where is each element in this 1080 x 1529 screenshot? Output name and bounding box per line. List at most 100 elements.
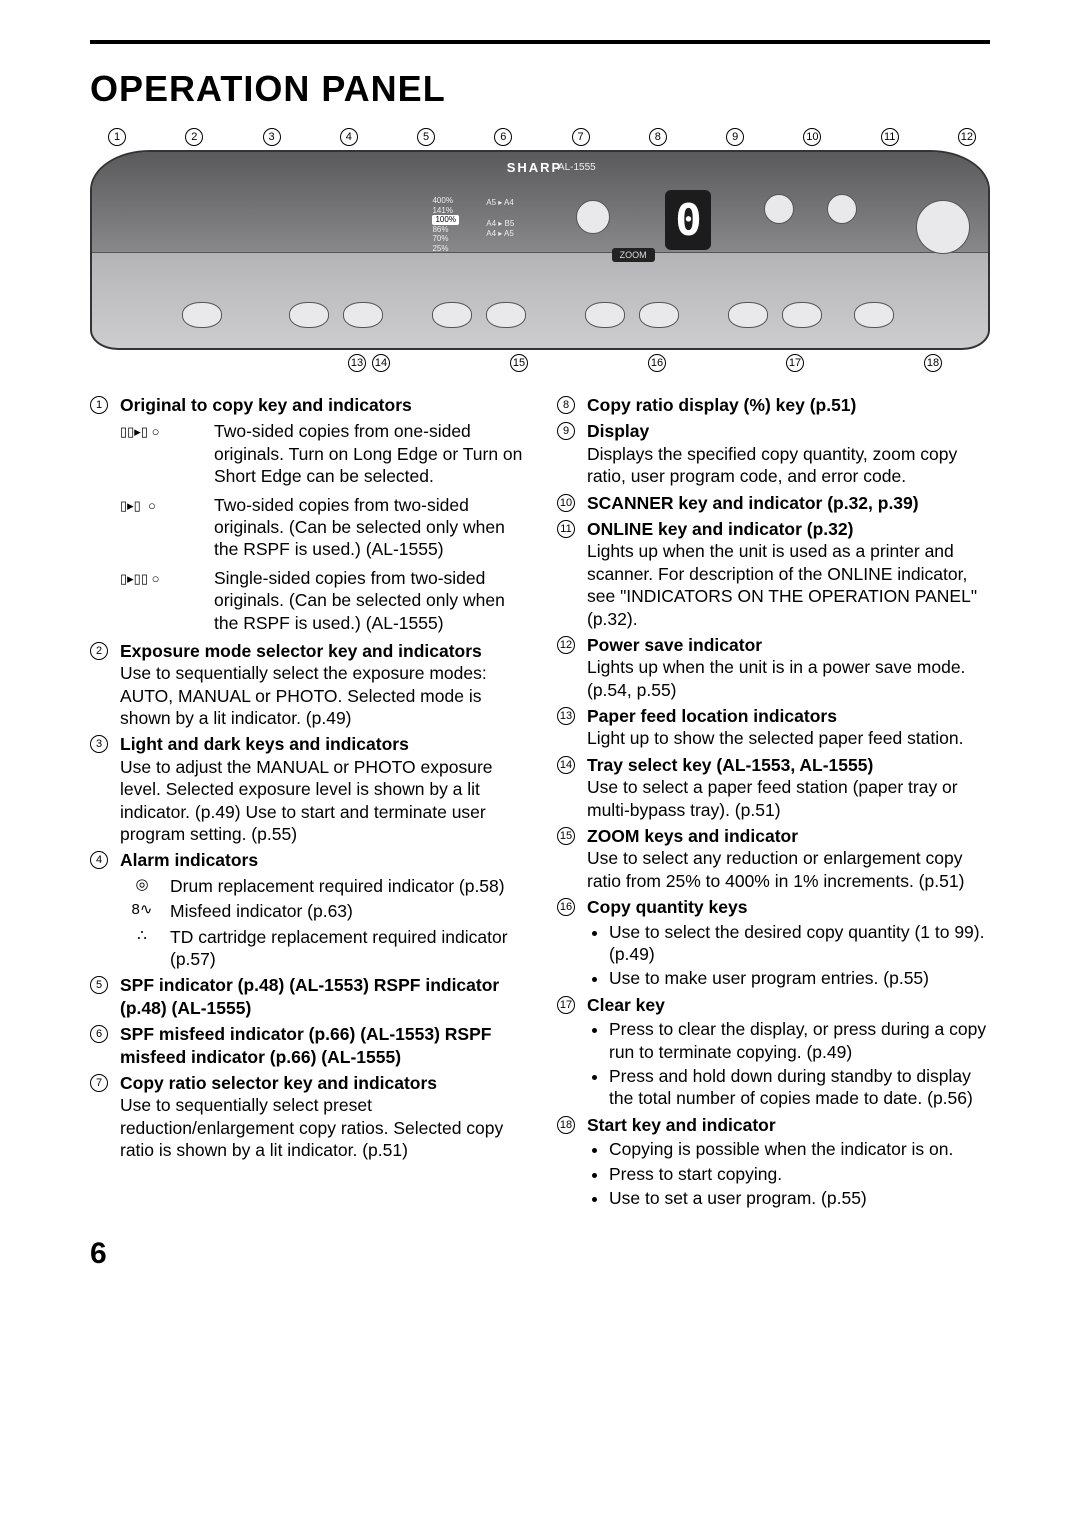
start-key[interactable] <box>916 200 970 254</box>
item-1-sub2: ▯▸▯ ○ Two-sided copies from two-sided or… <box>120 494 523 561</box>
callout-15: 15 <box>510 354 528 372</box>
item-12-body: Lights up when the unit is in a power sa… <box>587 656 990 701</box>
item-1-title: Original to copy key and indicators <box>120 395 412 415</box>
item-5-title: SPF indicator (p.48) (AL-1553) RSPF indi… <box>120 975 499 1017</box>
callout-3: 3 <box>263 128 281 146</box>
item-7-num: 7 <box>90 1074 108 1092</box>
scanner-key[interactable] <box>764 194 794 224</box>
item-17-num: 17 <box>557 996 575 1014</box>
item-1-num: 1 <box>90 396 108 414</box>
item-10-title: SCANNER key and indicator (p.32, p.39) <box>587 493 919 513</box>
ratio-selector-key[interactable] <box>432 302 472 328</box>
brand-logo: SHARP <box>507 160 563 175</box>
item-10-num: 10 <box>557 494 575 512</box>
item-16: 16 Copy quantity keys Use to select the … <box>557 896 990 990</box>
item-16-b2: Use to make user program entries. (p.55) <box>609 967 990 989</box>
item-12-title: Power save indicator <box>587 635 762 655</box>
ratio-141: 141% <box>432 206 458 216</box>
qty-down-key[interactable] <box>728 302 768 328</box>
callout-8: 8 <box>649 128 667 146</box>
item-17-b2: Press and hold down during standby to di… <box>609 1065 990 1110</box>
top-rule <box>90 40 990 44</box>
right-column: 8 Copy ratio display (%) key (p.51) 9 Di… <box>557 394 990 1213</box>
item-4-m1: ◎ Drum replacement required indicator (p… <box>126 875 523 897</box>
callout-14: 14 <box>372 354 390 372</box>
callout-7: 7 <box>572 128 590 146</box>
exposure-key[interactable] <box>182 302 222 328</box>
item-8-title: Copy ratio display (%) key (p.51) <box>587 395 856 415</box>
item-13-title: Paper feed location indicators <box>587 706 837 726</box>
item-9: 9 Display Displays the specified copy qu… <box>557 420 990 487</box>
display-readout: 0 <box>665 190 711 250</box>
item-4-title: Alarm indicators <box>120 850 258 870</box>
item-15: 15 ZOOM keys and indicator Use to select… <box>557 825 990 892</box>
toner-icon: ∴ <box>126 926 158 971</box>
misfeed-icon: 8∿ <box>126 900 158 922</box>
item-17-b1: Press to clear the display, or press dur… <box>609 1018 990 1063</box>
item-8-num: 8 <box>557 396 575 414</box>
ratio-100: 100% <box>432 215 458 225</box>
item-4-m2: 8∿ Misfeed indicator (p.63) <box>126 900 523 922</box>
callout-18: 18 <box>924 354 942 372</box>
item-18-title: Start key and indicator <box>587 1115 776 1135</box>
ratio-indicator-list: 400% 141% 100% 86% 70% 25% <box>432 196 458 254</box>
qty-up-key[interactable] <box>782 302 822 328</box>
item-9-body: Displays the specified copy quantity, zo… <box>587 443 990 488</box>
item-4: 4 Alarm indicators ◎ Drum replacement re… <box>90 849 523 970</box>
zoom-down-key[interactable] <box>585 302 625 328</box>
ratio-86: 86% <box>432 225 458 235</box>
callout-row-bottom: 13 14 15 16 17 18 <box>98 350 982 372</box>
item-3-body: Use to adjust the MANUAL or PHOTO exposu… <box>120 756 523 846</box>
item-13-num: 13 <box>557 707 575 725</box>
item-13: 13 Paper feed location indicators Light … <box>557 705 990 750</box>
percent-key[interactable] <box>576 200 610 234</box>
item-17-title: Clear key <box>587 995 665 1015</box>
callout-13: 13 <box>348 354 366 372</box>
item-2: 2 Exposure mode selector key and indicat… <box>90 640 523 730</box>
online-key[interactable] <box>827 194 857 224</box>
item-4-m2-text: Misfeed indicator (p.63) <box>170 900 523 922</box>
item-16-b1: Use to select the desired copy quantity … <box>609 921 990 966</box>
zoom-up-key[interactable] <box>639 302 679 328</box>
item-4-m1-text: Drum replacement required indicator (p.5… <box>170 875 523 897</box>
item-16-list: Use to select the desired copy quantity … <box>587 921 990 990</box>
item-12-num: 12 <box>557 636 575 654</box>
item-18-b1: Copying is possible when the indicator i… <box>609 1138 990 1160</box>
callout-12: 12 <box>958 128 976 146</box>
left-column: 1 Original to copy key and indicators ▯▯… <box>90 394 523 1213</box>
item-12: 12 Power save indicator Lights up when t… <box>557 634 990 701</box>
callout-4: 4 <box>340 128 358 146</box>
item-6: 6 SPF misfeed indicator (p.66) (AL-1553)… <box>90 1023 523 1068</box>
callout-1: 1 <box>108 128 126 146</box>
callout-2: 2 <box>185 128 203 146</box>
ratio-25: 25% <box>432 244 458 254</box>
callout-10: 10 <box>803 128 821 146</box>
item-11: 11 ONLINE key and indicator (p.32) Light… <box>557 518 990 630</box>
model-label: AL-1555 <box>558 162 596 173</box>
item-18-num: 18 <box>557 1116 575 1134</box>
description-columns: 1 Original to copy key and indicators ▯▯… <box>90 394 990 1213</box>
size-a5-a4: A5 ▸ A4 <box>486 198 514 208</box>
tray-select-key[interactable] <box>486 302 526 328</box>
item-9-title: Display <box>587 421 649 441</box>
callout-16: 16 <box>648 354 666 372</box>
item-17: 17 Clear key Press to clear the display,… <box>557 994 990 1110</box>
item-10: 10 SCANNER key and indicator (p.32, p.39… <box>557 492 990 514</box>
item-3: 3 Light and dark keys and indicators Use… <box>90 733 523 845</box>
ratio-400: 400% <box>432 196 458 206</box>
light-key[interactable] <box>289 302 329 328</box>
item-14-title: Tray select key (AL-1553, AL-1555) <box>587 755 873 775</box>
item-11-num: 11 <box>557 520 575 538</box>
item-2-num: 2 <box>90 642 108 660</box>
callout-11: 11 <box>881 128 899 146</box>
callout-5: 5 <box>417 128 435 146</box>
dark-key[interactable] <box>343 302 383 328</box>
item-7: 7 Copy ratio selector key and indicators… <box>90 1072 523 1162</box>
item-18-list: Copying is possible when the indicator i… <box>587 1138 990 1209</box>
display-digit: 0 <box>675 195 702 246</box>
item-14-num: 14 <box>557 756 575 774</box>
paper-size-list: A5 ▸ A4 A4 ▸ B5 A4 ▸ A5 <box>486 198 514 240</box>
clear-key[interactable] <box>854 302 894 328</box>
item-6-num: 6 <box>90 1025 108 1043</box>
item-16-title: Copy quantity keys <box>587 897 747 917</box>
